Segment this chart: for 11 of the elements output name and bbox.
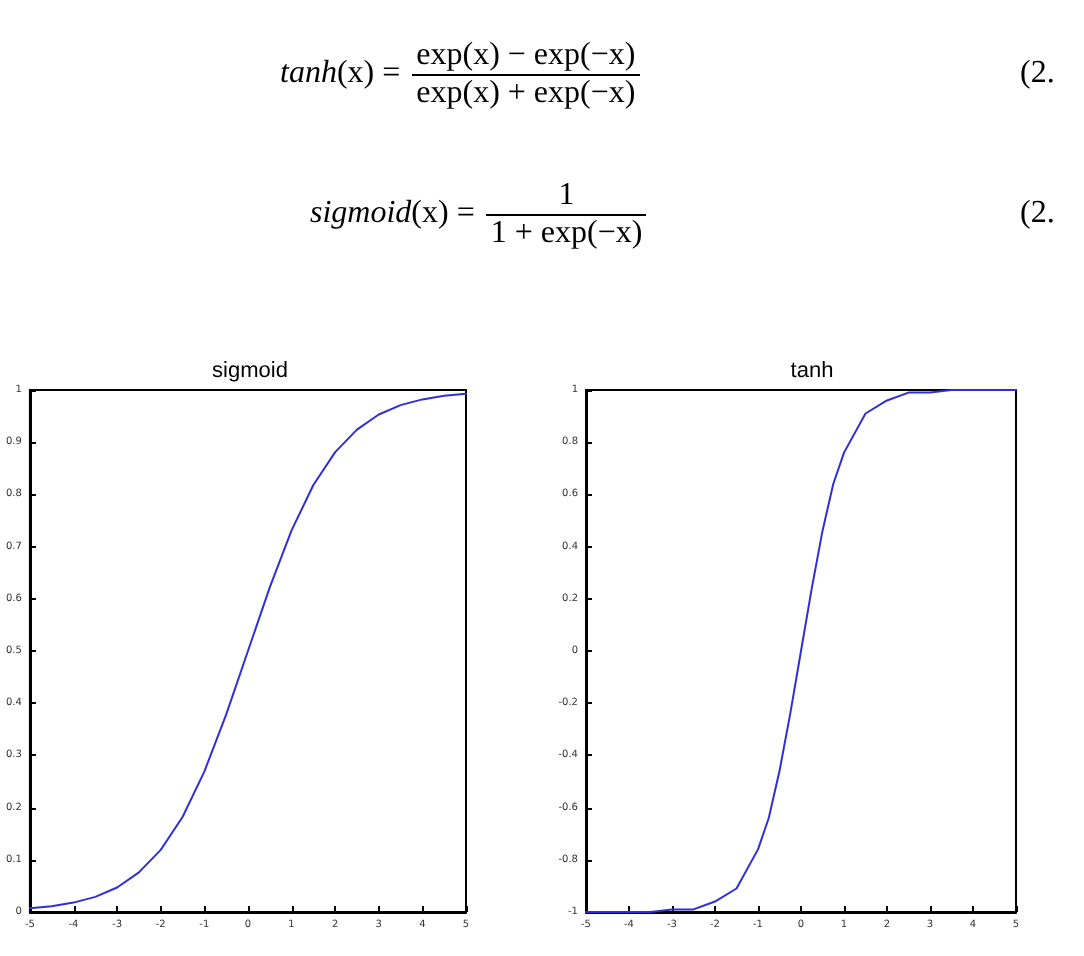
text: (2. bbox=[1020, 194, 1055, 234]
text: exp(x) − exp(−x) bbox=[414, 37, 638, 73]
chart-title: tanh bbox=[790, 359, 834, 383]
text: exp(x) + exp(−x) bbox=[412, 73, 640, 111]
text: sigmoid(x) = bbox=[310, 196, 475, 232]
text: 1 + exp(−x) bbox=[486, 213, 647, 251]
text: tanh(x) = bbox=[280, 56, 401, 92]
line-series bbox=[28, 392, 467, 910]
chart-title: sigmoid bbox=[212, 359, 288, 383]
line-series bbox=[585, 389, 1017, 913]
text: (2. bbox=[1020, 54, 1055, 94]
